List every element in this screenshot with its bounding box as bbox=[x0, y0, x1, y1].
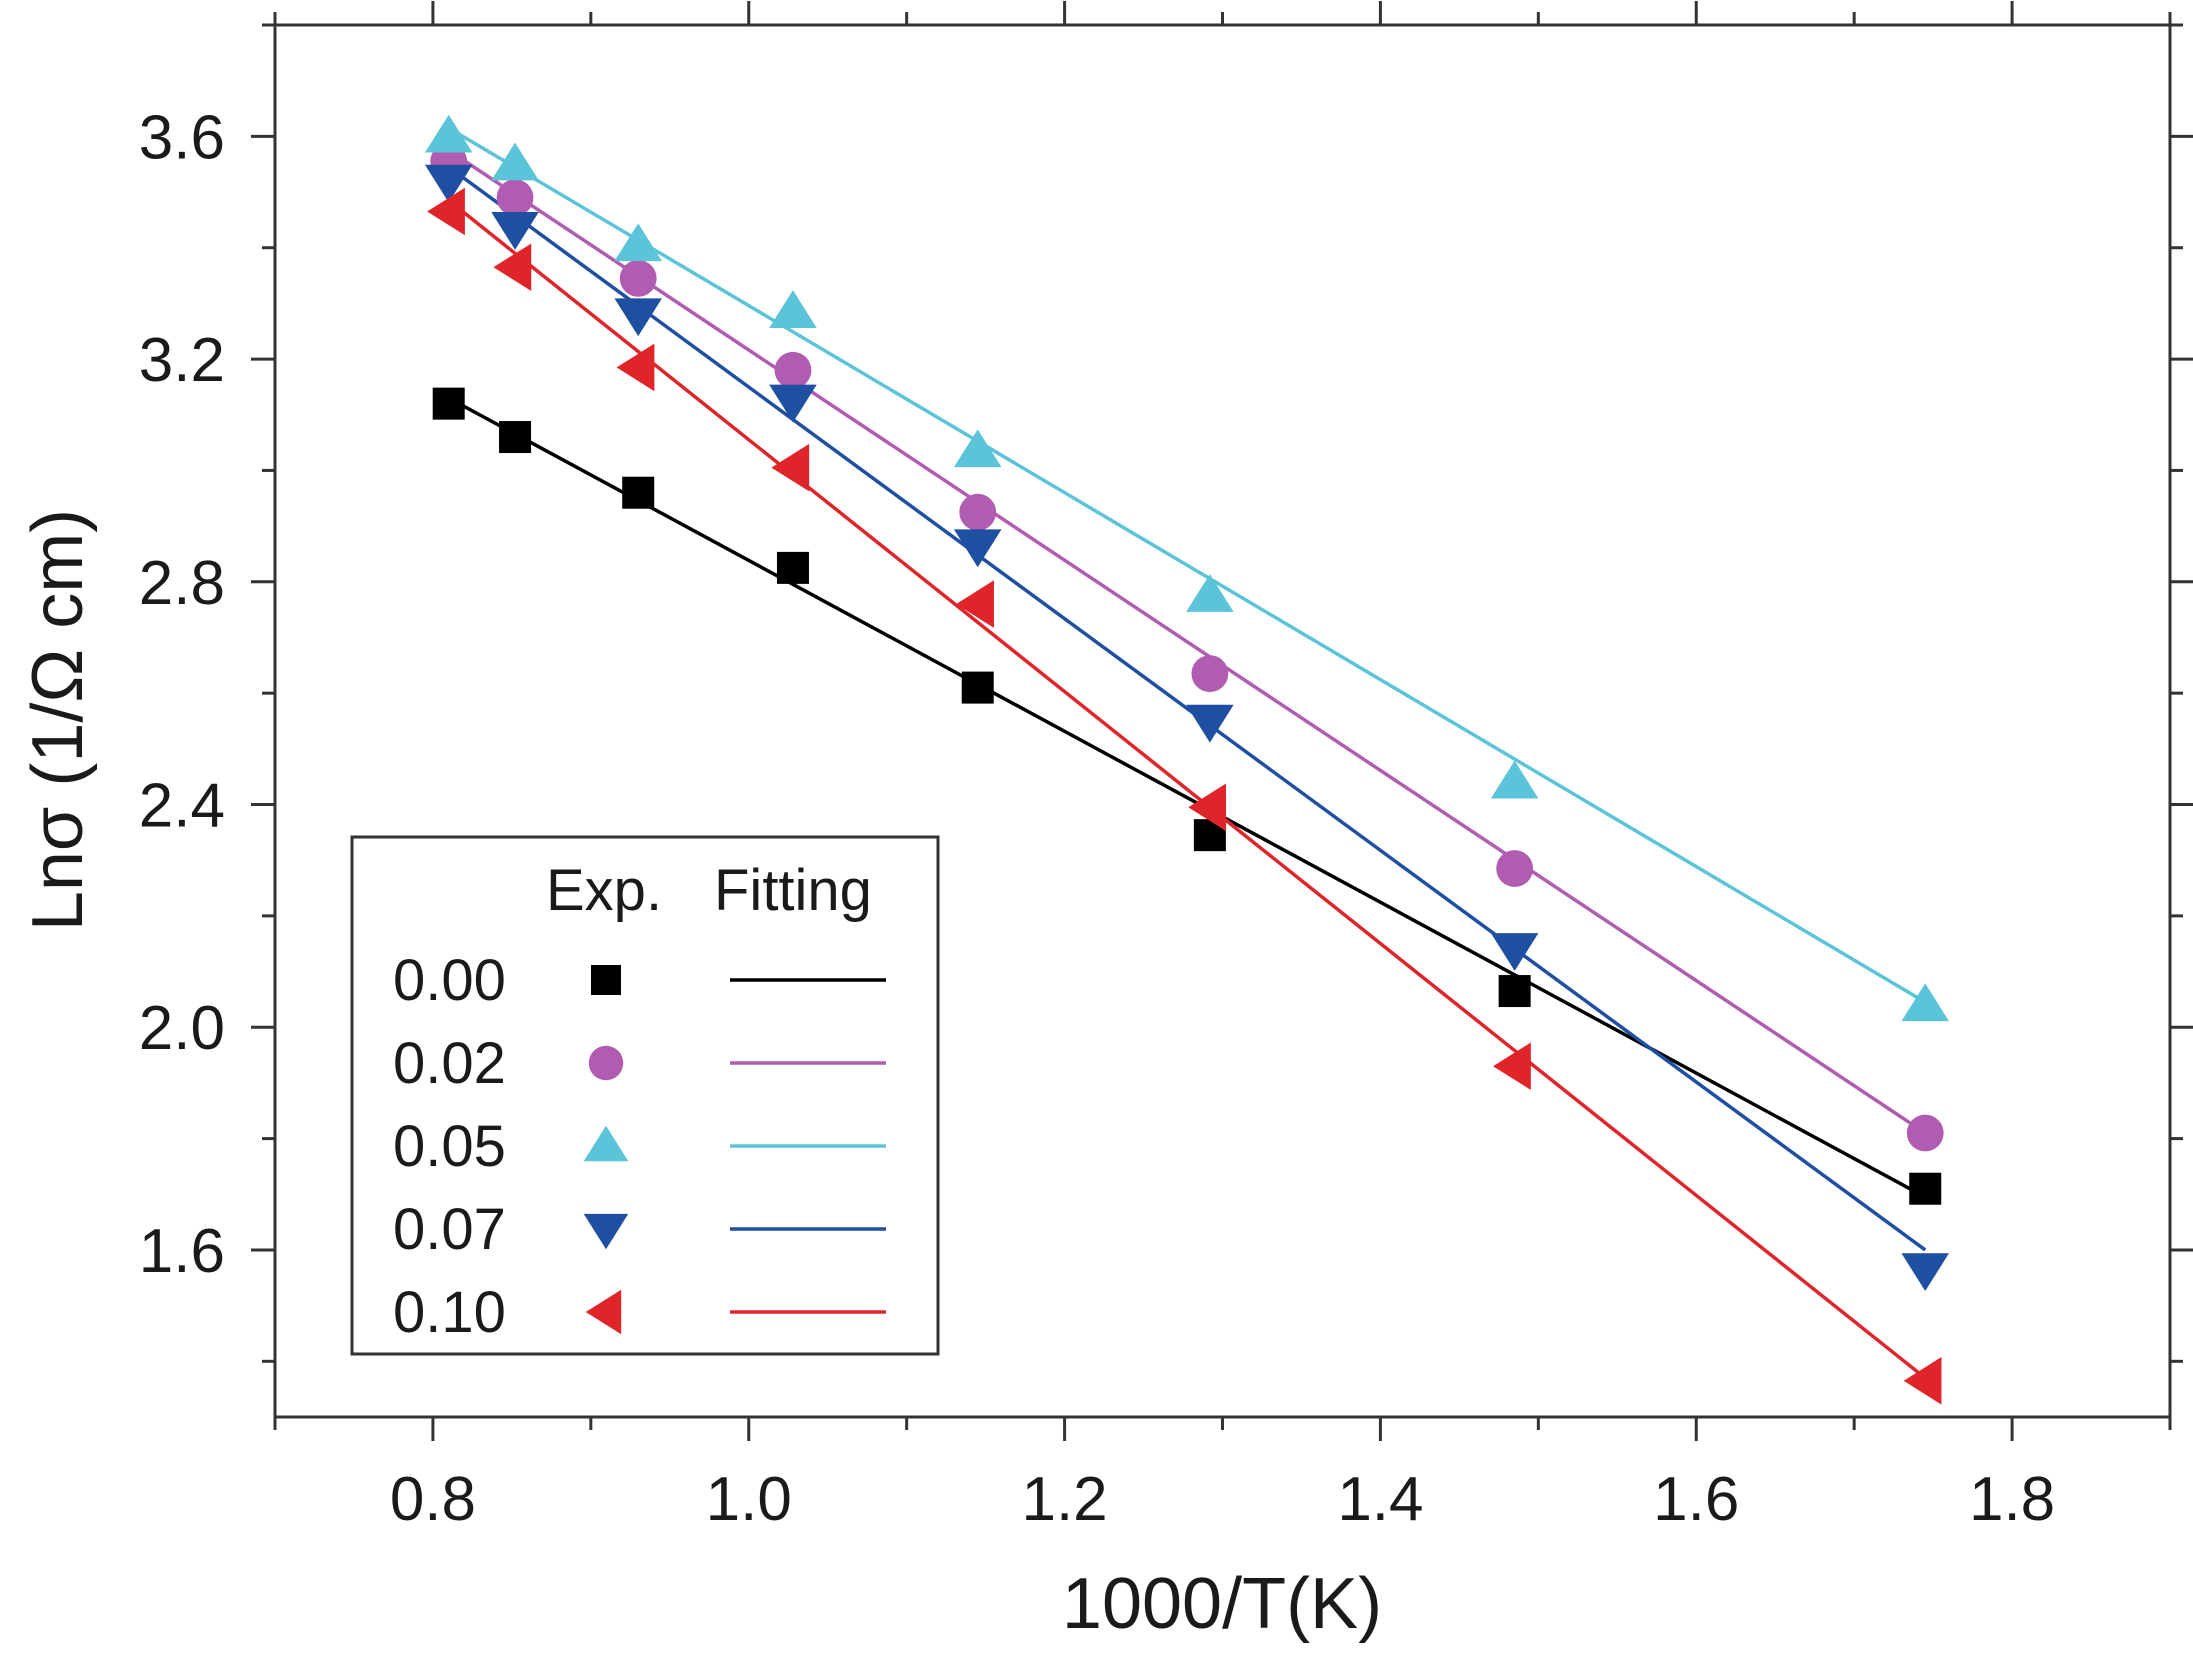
legend-marker-0-07 bbox=[583, 1213, 629, 1250]
data-point-0-02 bbox=[1191, 655, 1229, 693]
y-tick-label: 2.0 bbox=[139, 994, 225, 1063]
legend-marker-0-02 bbox=[588, 1045, 624, 1081]
legend-entries: 0.00 0.02 0.05 0.07 0.10 bbox=[393, 948, 886, 1345]
x-tick-label: 1.2 bbox=[1021, 1465, 1107, 1534]
fit-line-0-00 bbox=[447, 396, 1927, 1199]
data-point-0-00 bbox=[961, 671, 994, 704]
x-tick-label: 1.6 bbox=[1653, 1465, 1739, 1534]
y-tick-label: 1.6 bbox=[139, 1217, 225, 1286]
data-point-0-07 bbox=[491, 212, 539, 250]
y-tick-label: 2.4 bbox=[139, 772, 225, 841]
fit-line-0-10 bbox=[447, 199, 1927, 1380]
x-tick-label: 1.4 bbox=[1337, 1465, 1423, 1534]
data-point-0-05 bbox=[424, 114, 473, 153]
fit-line-0-05 bbox=[447, 126, 1927, 1004]
data-point-0-07 bbox=[614, 298, 662, 337]
data-point-0-00 bbox=[432, 387, 465, 420]
legend-label-0-05: 0.05 bbox=[393, 1114, 506, 1179]
legend-marker-0-05 bbox=[583, 1125, 629, 1162]
y-tick-label: 3.6 bbox=[139, 103, 225, 172]
data-point-0-02 bbox=[1906, 1114, 1944, 1152]
x-axis-title: 1000/T(K) bbox=[1062, 1564, 1382, 1644]
data-point-0-10 bbox=[1903, 1357, 1942, 1405]
data-point-0-05 bbox=[1490, 760, 1539, 799]
legend-marker-0-00 bbox=[591, 965, 621, 995]
legend-label-0-07: 0.07 bbox=[393, 1197, 506, 1262]
x-tick-label: 0.8 bbox=[390, 1465, 476, 1534]
legend-label-0-02: 0.02 bbox=[393, 1031, 506, 1096]
data-point-0-05 bbox=[491, 142, 539, 181]
data-point-0-07 bbox=[1490, 933, 1539, 971]
data-point-0-10 bbox=[771, 443, 810, 492]
data-point-0-02 bbox=[496, 179, 534, 217]
data-point-0-10 bbox=[493, 243, 532, 291]
data-point-0-07 bbox=[1901, 1253, 1949, 1292]
data-point-0-05 bbox=[614, 223, 662, 262]
data-point-0-02 bbox=[959, 493, 997, 531]
data-point-0-07 bbox=[1186, 704, 1234, 743]
data-point-0-10 bbox=[427, 187, 465, 236]
y-tick-label: 3.2 bbox=[139, 326, 225, 395]
data-point-0-10 bbox=[956, 580, 994, 628]
fit-line-0-02 bbox=[447, 148, 1927, 1135]
legend-marker-0-10 bbox=[585, 1289, 622, 1335]
data-point-0-02 bbox=[774, 351, 812, 389]
data-point-0-07 bbox=[424, 164, 473, 203]
data-point-0-00 bbox=[499, 421, 532, 454]
legend-label-0-00: 0.00 bbox=[393, 948, 506, 1013]
data-point-0-07 bbox=[953, 529, 1002, 568]
axis-ticks bbox=[251, 1, 2193, 1441]
legend-label-0-10: 0.10 bbox=[393, 1280, 506, 1345]
data-point-0-10 bbox=[1188, 783, 1227, 832]
fit-lines bbox=[447, 126, 1927, 1380]
data-markers bbox=[424, 114, 1949, 1405]
legend: Exp. Fitting 0.00 0.02 0.05 0.07 0.10 bbox=[350, 835, 940, 1356]
data-point-0-10 bbox=[1493, 1042, 1531, 1090]
x-tick-label: 1.8 bbox=[1969, 1465, 2055, 1534]
data-point-0-02 bbox=[1496, 850, 1534, 887]
fit-line-0-07 bbox=[447, 165, 1927, 1252]
data-point-0-00 bbox=[622, 476, 655, 509]
data-point-0-07 bbox=[769, 384, 817, 423]
tick-labels: 0.8 1.0 1.2 1.4 1.6 1.8 1.6 2.0 2.4 2.8 3.2 3.6 bbox=[139, 103, 2055, 1534]
y-axis-title: Lnσ (1/Ω cm) bbox=[18, 509, 98, 931]
x-tick-label: 1.0 bbox=[706, 1465, 792, 1534]
data-point-0-00 bbox=[1498, 975, 1531, 1008]
data-point-0-05 bbox=[953, 429, 1002, 468]
legend-header-fitting: Fitting bbox=[714, 858, 872, 923]
data-point-0-05 bbox=[1901, 983, 1949, 1022]
data-point-0-02 bbox=[619, 259, 657, 297]
legend-box bbox=[350, 835, 940, 1356]
data-point-0-00 bbox=[776, 551, 809, 584]
data-point-0-05 bbox=[1186, 574, 1234, 612]
legend-header-exp: Exp. bbox=[546, 858, 662, 923]
y-tick-label: 2.8 bbox=[139, 549, 225, 618]
data-point-0-10 bbox=[616, 343, 655, 392]
data-point-0-00 bbox=[1909, 1172, 1942, 1205]
data-point-0-05 bbox=[769, 290, 817, 328]
